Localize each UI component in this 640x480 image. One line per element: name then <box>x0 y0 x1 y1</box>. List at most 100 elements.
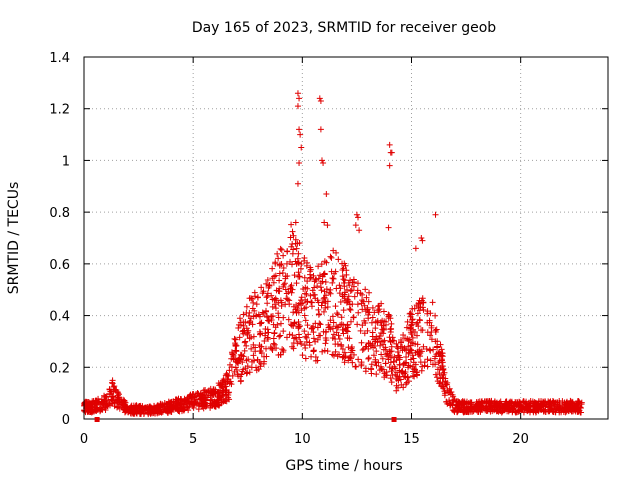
data-point <box>282 275 289 282</box>
data-point <box>151 405 158 412</box>
data-point <box>275 351 282 358</box>
data-point <box>556 399 563 406</box>
data-point <box>340 265 347 272</box>
data-point <box>223 386 230 393</box>
data-point <box>315 275 322 282</box>
data-point <box>250 313 257 320</box>
data-point <box>322 340 329 347</box>
data-point <box>237 378 244 385</box>
data-point <box>217 389 224 396</box>
data-point <box>296 126 303 133</box>
data-point <box>246 335 253 342</box>
data-point <box>396 361 403 368</box>
data-point <box>424 310 431 317</box>
data-point <box>431 355 438 362</box>
x-tick-label: 10 <box>294 432 311 447</box>
data-point <box>294 90 301 97</box>
data-point <box>427 332 434 339</box>
data-point <box>477 408 484 415</box>
data-point <box>419 327 426 334</box>
data-point <box>109 379 116 386</box>
tick-labels: 0 0.2 0.4 0.6 0.8 1 1.2 1.4 0 5 10 15 20 <box>49 51 529 447</box>
data-point <box>355 214 362 221</box>
data-point <box>270 335 277 342</box>
data-point <box>503 401 510 408</box>
data-point <box>398 339 405 346</box>
data-point <box>220 387 227 394</box>
data-point <box>428 336 435 343</box>
data-point <box>429 299 436 306</box>
data-point <box>411 366 418 373</box>
data-point <box>359 297 366 304</box>
data-point <box>393 387 400 394</box>
data-point <box>295 250 302 257</box>
data-point <box>264 334 271 341</box>
data-point <box>395 384 402 391</box>
data-point <box>96 407 103 414</box>
data-point <box>323 191 330 198</box>
data-point <box>184 395 191 402</box>
data-point <box>376 367 383 374</box>
data-point <box>424 329 431 336</box>
data-point <box>307 264 314 271</box>
data-point <box>350 314 357 321</box>
data-point <box>373 362 380 369</box>
data-point <box>435 359 442 366</box>
data-point <box>168 407 175 414</box>
data-point <box>332 341 339 348</box>
data-point <box>275 255 282 262</box>
data-point <box>93 400 100 407</box>
data-point <box>332 348 339 355</box>
data-point <box>242 338 249 345</box>
data-point <box>444 387 451 394</box>
data-point <box>324 303 331 310</box>
data-point <box>319 273 326 280</box>
data-point <box>244 329 251 336</box>
data-point <box>381 337 388 344</box>
data-point <box>563 406 570 413</box>
data-point <box>347 318 354 325</box>
data-point <box>257 348 264 355</box>
data-point <box>346 354 353 361</box>
data-point <box>283 295 290 302</box>
data-point <box>419 363 426 370</box>
data-point <box>318 287 325 294</box>
x-tick-label: 20 <box>512 432 529 447</box>
data-point <box>263 353 270 360</box>
data-point <box>365 345 372 352</box>
data-point <box>402 369 409 376</box>
data-point <box>419 304 426 311</box>
data-point <box>409 372 416 379</box>
data-point <box>412 361 419 368</box>
data-point <box>408 347 415 354</box>
data-point <box>380 346 387 353</box>
data-point <box>303 291 310 298</box>
data-point <box>432 361 439 368</box>
data-point <box>388 320 395 327</box>
data-point <box>285 316 292 323</box>
data-point <box>345 293 352 300</box>
data-point <box>182 401 189 408</box>
data-point <box>110 397 117 404</box>
data-point <box>277 320 284 327</box>
data-point <box>388 348 395 355</box>
data-point <box>229 351 236 358</box>
data-point <box>226 361 233 368</box>
data-point <box>199 403 206 410</box>
data-point <box>358 339 365 346</box>
data-point <box>304 322 311 329</box>
data-point <box>108 400 115 407</box>
data-point <box>315 263 322 270</box>
data-point <box>574 401 581 408</box>
data-point <box>362 286 369 293</box>
data-point <box>258 343 265 350</box>
data-point <box>354 280 361 287</box>
data-point <box>340 276 347 283</box>
data-point <box>293 302 300 309</box>
data-point <box>349 301 356 308</box>
data-point <box>484 407 491 414</box>
data-point <box>294 305 301 312</box>
data-point <box>376 333 383 340</box>
data-point <box>243 310 250 317</box>
data-point <box>230 356 237 363</box>
